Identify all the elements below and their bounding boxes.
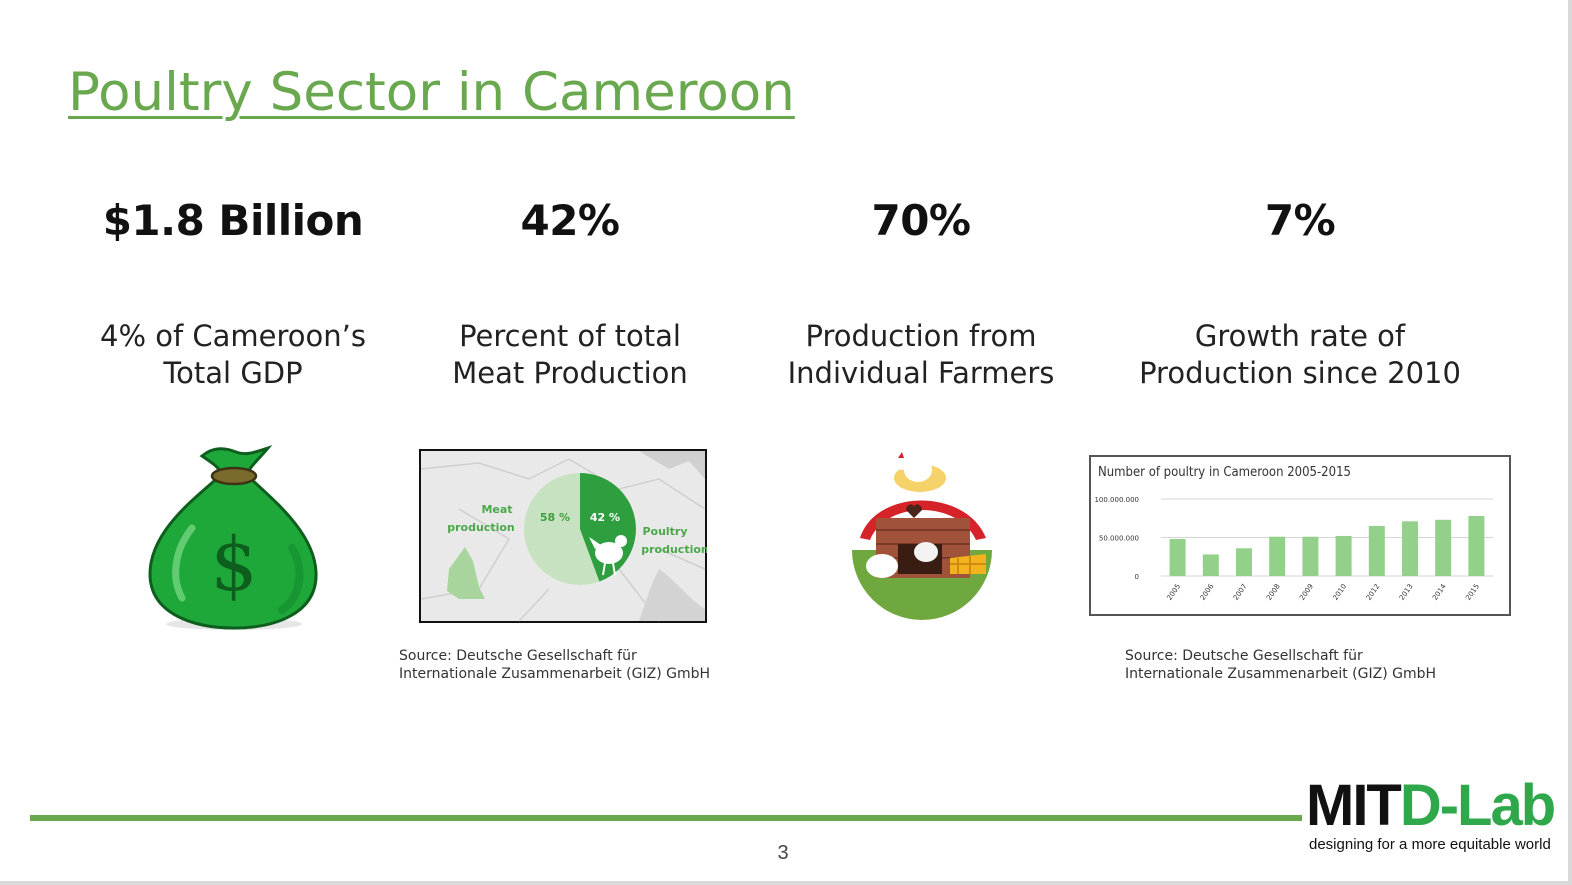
stat-value-meat-share: 42% xyxy=(520,196,620,245)
stat-desc-line: Production from xyxy=(805,319,1037,353)
chart-bar xyxy=(1202,554,1219,576)
chart-bar xyxy=(1169,539,1186,576)
pie-meat-percent-label: 58 % xyxy=(540,511,570,524)
logo-wordmark: MITD-Lab xyxy=(1306,772,1556,839)
pie-poultry-label: Poultry xyxy=(642,525,687,538)
pie-meat-label: Meat xyxy=(481,503,512,516)
meat-production-pie-image: 58 % 42 % Meat production Poultry produc… xyxy=(419,449,709,623)
chart-ytick-label: 50.000.000 xyxy=(1099,535,1139,543)
stat-desc-gdp: 4% of Cameroon’s Total GDP xyxy=(53,318,413,392)
pie-meat-label: production xyxy=(447,521,515,534)
stat-value-individual-farmers: 70% xyxy=(871,196,971,245)
chicken-coop-icon xyxy=(852,452,992,620)
stat-value-growth-rate: 7% xyxy=(1264,196,1336,245)
source-line: Internationale Zusammenarbeit (GIZ) GmbH xyxy=(399,666,711,682)
money-bag-icon: $ xyxy=(148,444,318,630)
chart-bar xyxy=(1236,548,1252,576)
chart-ytick-label: 100.000.000 xyxy=(1094,496,1139,504)
logo-mit: MIT xyxy=(1306,773,1402,838)
chart-bar xyxy=(1302,536,1319,576)
mit-dlab-logo: MITD-Lab designing for a more equitable … xyxy=(1306,773,1566,860)
chart-bar xyxy=(1269,536,1286,576)
stat-desc-line: Meat Production xyxy=(452,356,688,390)
page-number: 3 xyxy=(777,842,789,864)
source-line: Source: Deutsche Gesellschaft für xyxy=(399,648,637,664)
logo-tagline: designing for a more equitable world xyxy=(1309,836,1551,853)
logo-dlab: D-Lab xyxy=(1399,773,1556,838)
stat-desc-growth-rate: Growth rate of Production since 2010 xyxy=(1120,318,1480,392)
source-citation-chart: Source: Deutsche Gesellschaft für Intern… xyxy=(1125,647,1436,683)
stat-value-gdp: $1.8 Billion xyxy=(102,196,364,245)
chart-bar xyxy=(1368,525,1385,576)
chart-ytick-label: 0 xyxy=(1135,573,1139,581)
stat-desc-line: Growth rate of xyxy=(1194,319,1406,353)
footer-divider xyxy=(30,815,1302,821)
stat-desc-line: 4% of Cameroon’s xyxy=(100,319,366,353)
stat-desc-line: Total GDP xyxy=(163,356,303,390)
slide-title: Poultry Sector in Cameroon xyxy=(68,62,795,123)
stat-desc-line: Production since 2010 xyxy=(1139,356,1461,390)
slide-edge-right xyxy=(1568,0,1572,885)
svg-text:$: $ xyxy=(210,522,257,608)
chicken-icon xyxy=(589,535,627,576)
chart-bar xyxy=(1402,521,1418,576)
poultry-bar-chart: Number of poultry in Cameroon 2005-2015 … xyxy=(1089,455,1511,616)
stat-desc-line: Percent of total xyxy=(459,319,681,353)
stat-desc-individual-farmers: Production from Individual Farmers xyxy=(741,318,1101,392)
pie-poultry-percent-label: 42 % xyxy=(590,511,620,524)
chicken-coop-illustration xyxy=(846,448,998,624)
money-bag-illustration: $ xyxy=(142,438,324,632)
chart-bar xyxy=(1435,519,1452,576)
stat-desc-meat-share: Percent of total Meat Production xyxy=(390,318,750,392)
source-line: Internationale Zusammenarbeit (GIZ) GmbH xyxy=(1125,666,1437,682)
slide-edge-bottom xyxy=(0,881,1572,885)
chart-title: Number of poultry in Cameroon 2005-2015 xyxy=(1098,465,1351,480)
bar-chart-svg: Number of poultry in Cameroon 2005-2015 … xyxy=(1089,455,1511,616)
chart-bar xyxy=(1468,515,1485,576)
pie-poultry-label: production xyxy=(641,543,707,556)
source-citation-pie: Source: Deutsche Gesellschaft für Intern… xyxy=(399,647,710,683)
source-line: Source: Deutsche Gesellschaft für xyxy=(1125,648,1363,664)
chart-bar xyxy=(1335,535,1352,576)
stat-desc-line: Individual Farmers xyxy=(787,356,1055,390)
